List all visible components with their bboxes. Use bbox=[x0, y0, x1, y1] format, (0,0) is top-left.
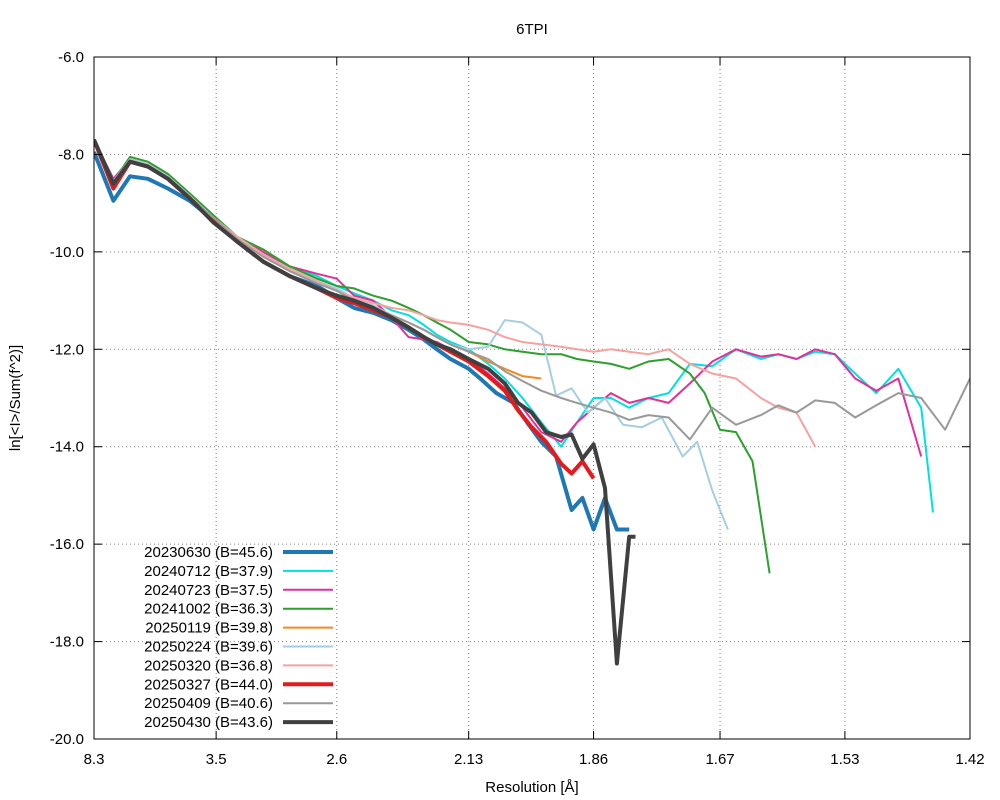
legend-label: 20250327 (B=44.0) bbox=[144, 676, 273, 693]
x-tick-label: 1.67 bbox=[705, 751, 734, 768]
series-line-3 bbox=[94, 139, 771, 574]
legend-label: 20240723 (B=37.5) bbox=[144, 582, 273, 599]
y-tick-label: -8.0 bbox=[58, 146, 84, 163]
grid bbox=[93, 57, 971, 739]
plot-frame bbox=[93, 56, 971, 740]
y-tick-label: -10.0 bbox=[50, 244, 84, 261]
x-tick-label: 2.13 bbox=[454, 751, 483, 768]
series-line-1 bbox=[94, 139, 934, 513]
x-tick-label: 1.42 bbox=[955, 751, 984, 768]
series-line-0 bbox=[94, 151, 630, 532]
x-tick-label: 3.5 bbox=[206, 751, 227, 768]
legend: 20230630 (B=45.6) 20240712 (B=37.9) 202407… bbox=[144, 544, 333, 731]
series-line-8 bbox=[94, 139, 970, 441]
axes: -6.0 -8.0 -10.0 -12.0 -14.0 -16.0 -18.0 -20.08.… bbox=[50, 49, 985, 768]
x-tick-label: 2.6 bbox=[326, 751, 347, 768]
legend-label: 20250224 (B=39.6) bbox=[144, 639, 273, 656]
y-tick-label: -14.0 bbox=[50, 439, 84, 456]
legend-label: 20230630 (B=45.6) bbox=[144, 544, 273, 561]
chart-title: 6TPI bbox=[516, 21, 548, 38]
y-tick-label: -20.0 bbox=[50, 731, 84, 748]
series-lines bbox=[94, 138, 970, 666]
x-tick-label: 8.3 bbox=[84, 751, 105, 768]
y-tick-label: -6.0 bbox=[58, 49, 84, 66]
y-axis-label: ln[<I>/Sum(f^2)] bbox=[7, 345, 24, 451]
y-tick-label: -12.0 bbox=[50, 341, 84, 358]
x-tick-label: 1.86 bbox=[579, 751, 608, 768]
legend-label: 20250119 (B=39.8) bbox=[145, 620, 273, 637]
y-tick-label: -16.0 bbox=[50, 536, 84, 553]
legend-label: 20250430 (B=43.6) bbox=[144, 714, 273, 731]
series-line-9 bbox=[94, 138, 636, 666]
x-tick-label: 1.53 bbox=[830, 751, 859, 768]
y-tick-label: -18.0 bbox=[50, 634, 84, 651]
x-axis-label: Resolution [Å] bbox=[485, 779, 578, 796]
legend-label: 20250409 (B=40.6) bbox=[144, 695, 273, 712]
legend-label: 20250320 (B=36.8) bbox=[144, 657, 273, 674]
legend-label: 20240712 (B=37.9) bbox=[144, 563, 273, 580]
series-line-2 bbox=[94, 139, 923, 457]
legend-label: 20241002 (B=36.3) bbox=[144, 601, 273, 618]
